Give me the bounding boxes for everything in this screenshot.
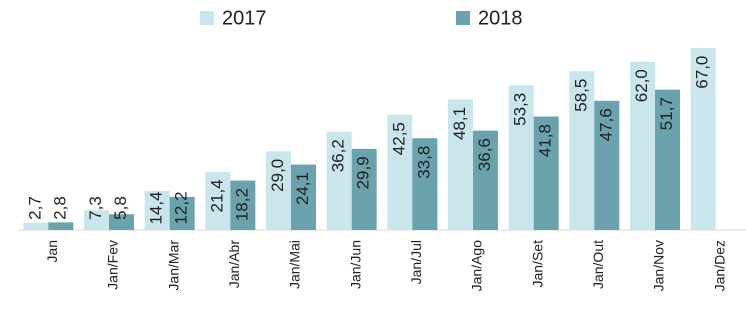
value-label: 14,4 <box>147 191 166 224</box>
bar <box>230 180 256 230</box>
x-tick-label: Jan/Mar <box>165 240 181 291</box>
bar <box>326 131 352 230</box>
value-label: 2,8 <box>50 196 69 220</box>
bar <box>655 89 680 231</box>
value-label: 41,8 <box>536 124 555 157</box>
x-tick-label: Jan/Ago <box>469 240 485 292</box>
x-tick-label: Jan/Set <box>529 240 545 288</box>
value-label: 24,1 <box>293 172 312 205</box>
value-label: 7,3 <box>86 196 105 220</box>
value-label: 58,5 <box>571 79 590 112</box>
value-label: 62,0 <box>632 69 651 102</box>
bar <box>84 210 109 230</box>
value-label: 2,7 <box>25 196 44 220</box>
x-tick-label: Jan/Nov <box>651 240 667 291</box>
value-label: 36,2 <box>329 139 348 172</box>
value-label: 51,7 <box>657 97 676 130</box>
value-label: 36,6 <box>475 138 494 171</box>
legend-label: 2017 <box>222 7 267 29</box>
bar <box>48 222 74 230</box>
bar <box>23 222 49 230</box>
bar <box>205 171 231 230</box>
bar <box>594 100 620 230</box>
x-tick-label: Jan/Jun <box>347 240 363 289</box>
bar <box>351 148 377 230</box>
x-tick-label: Jan/Out <box>590 240 606 289</box>
x-tick-label: Jan/Abr <box>226 240 242 289</box>
x-tick-label: Jan <box>44 240 60 263</box>
bar <box>144 190 170 230</box>
bar <box>690 48 716 231</box>
bar <box>266 151 291 230</box>
value-label: 29,9 <box>354 156 373 189</box>
bar <box>473 130 498 230</box>
value-label: 21,4 <box>207 179 226 212</box>
value-label: 48,1 <box>450 107 469 140</box>
bar <box>169 196 195 230</box>
legend-label: 2018 <box>478 7 523 29</box>
legend-swatch <box>456 11 470 25</box>
bar <box>508 85 534 230</box>
value-label: 12,2 <box>172 191 191 224</box>
value-label: 67,0 <box>693 56 712 89</box>
value-label: 29,0 <box>268 159 287 192</box>
bar <box>569 71 595 230</box>
bar <box>412 138 438 230</box>
x-tick-label: Jan/Mai <box>287 240 303 289</box>
value-label: 5,8 <box>111 196 130 220</box>
bar <box>291 164 316 230</box>
legend-swatch <box>200 11 214 25</box>
value-label: 18,2 <box>232 188 251 221</box>
bar <box>109 214 134 230</box>
value-label: 33,8 <box>414 146 433 179</box>
x-tick-label: Jan/Fev <box>105 240 121 290</box>
value-label: 42,5 <box>389 122 408 155</box>
bar <box>533 116 559 230</box>
value-label: 47,6 <box>596 108 615 141</box>
bar <box>630 61 655 230</box>
bar <box>448 99 473 230</box>
x-tick-label: Jan/Dez <box>711 240 727 291</box>
bar <box>387 114 413 230</box>
x-tick-label: Jan/Jul <box>408 240 424 284</box>
value-label: 53,3 <box>511 93 530 126</box>
